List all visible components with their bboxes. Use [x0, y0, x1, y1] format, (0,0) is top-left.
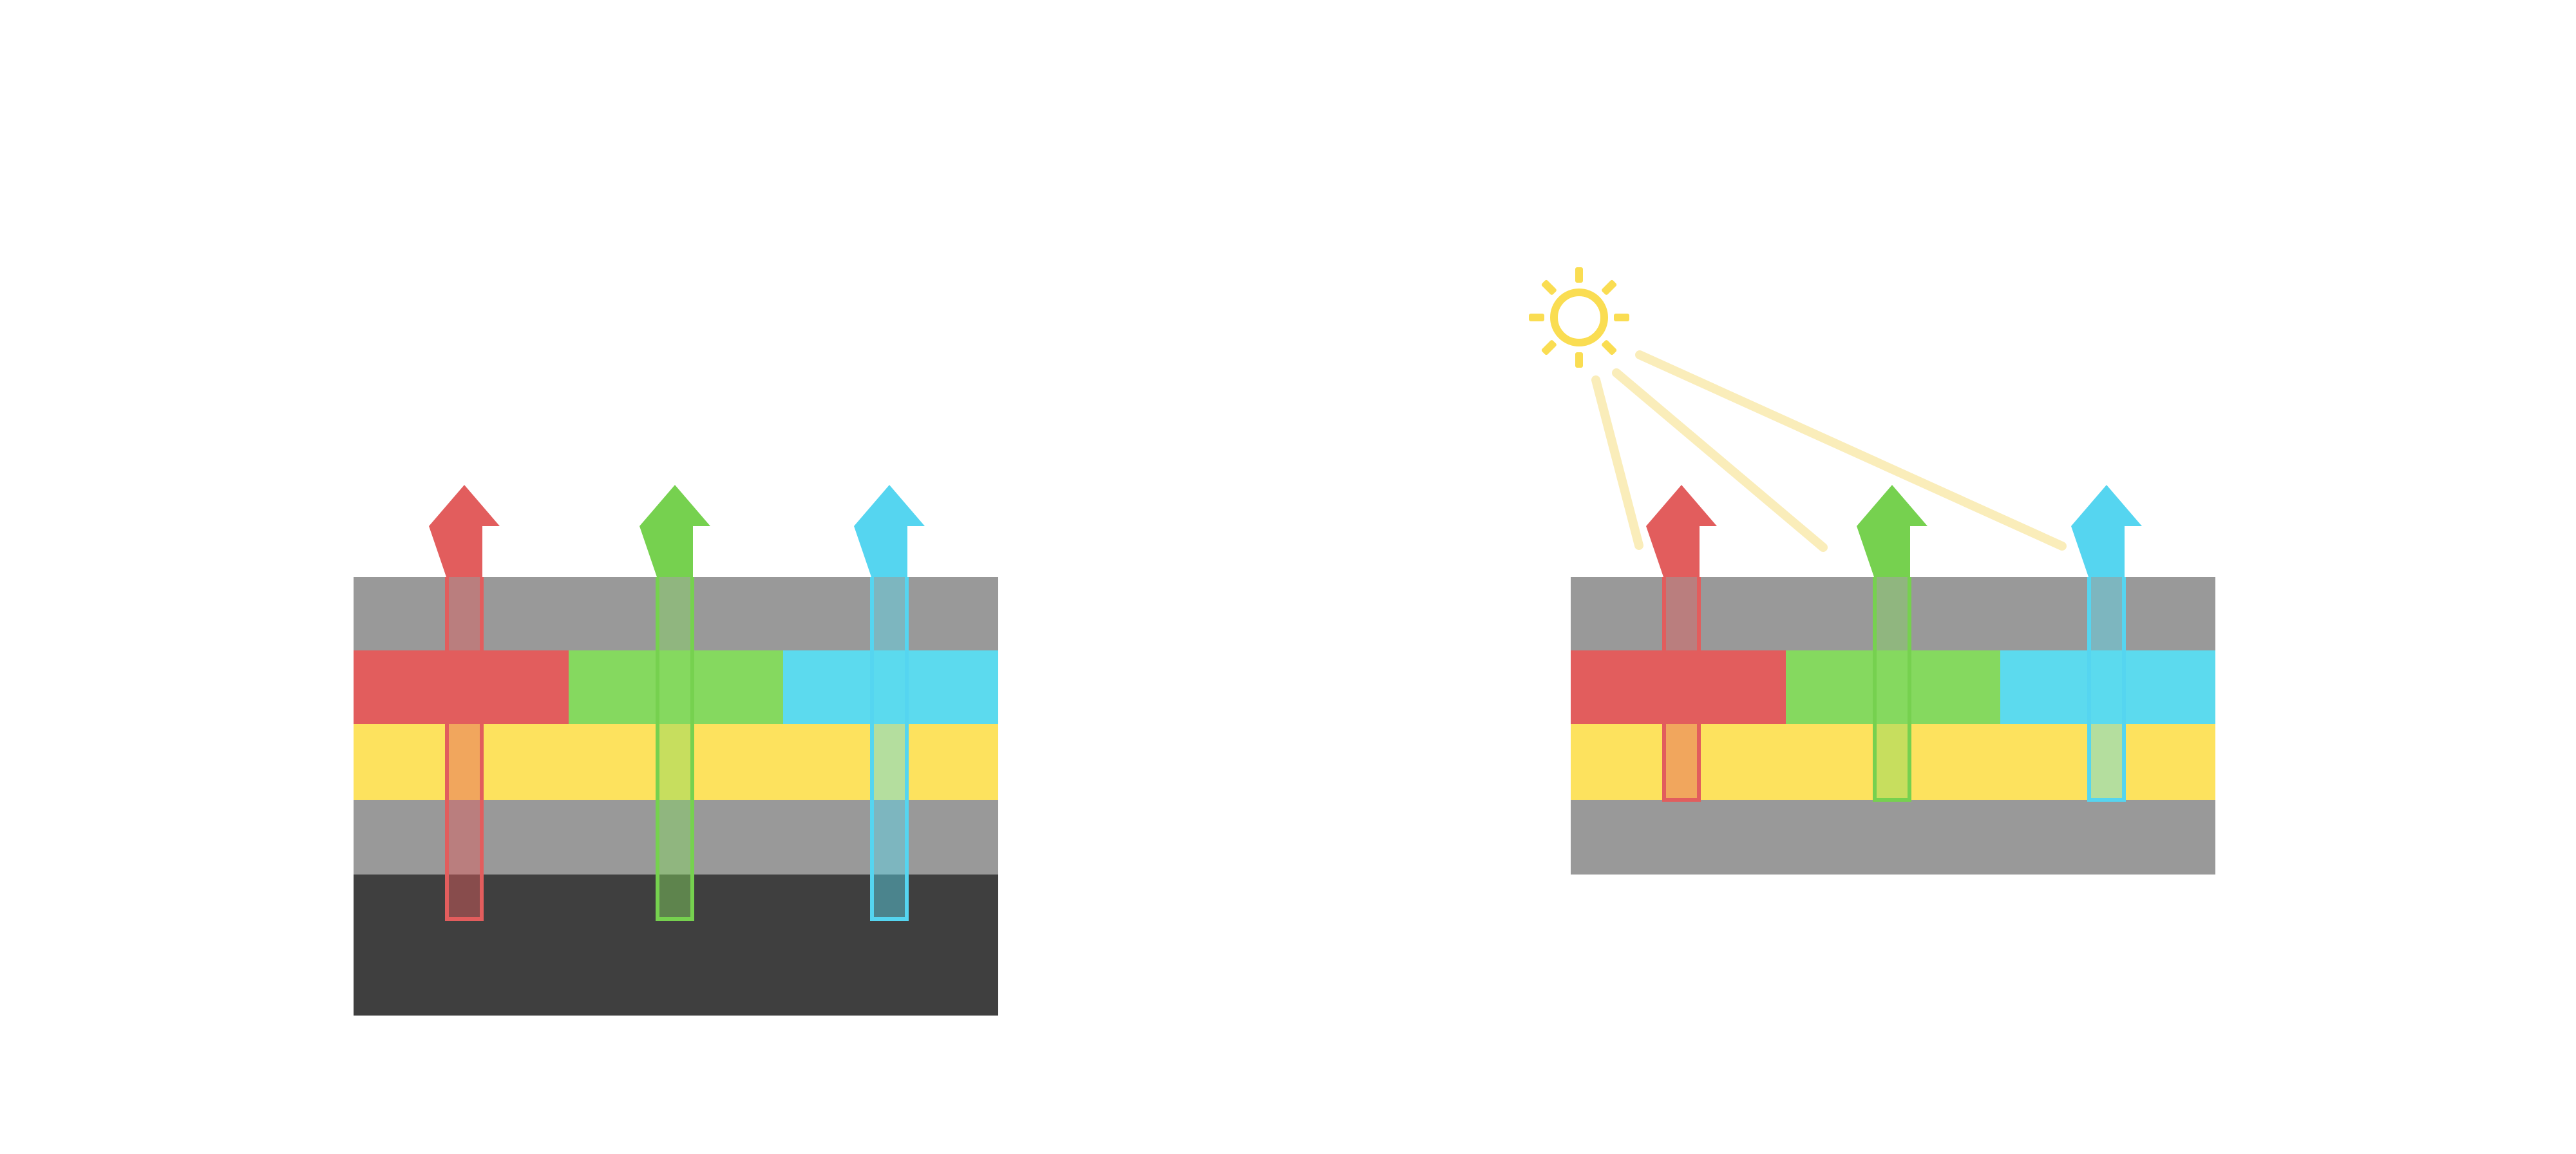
reflective-display-red-light-arrow-shaft-outline [1662, 577, 1701, 802]
backlit-display-red-subpixel [354, 650, 569, 724]
sun-ray-icon [1529, 314, 1544, 321]
sun-ray-icon [1602, 340, 1617, 355]
backlit-display-blue-subpixel [783, 650, 998, 724]
backlit-display-green-subpixel [569, 650, 783, 724]
reflective-display-red-subpixel [1571, 650, 1786, 724]
backlit-display-red-light-arrow-shaft-overlay [447, 577, 482, 919]
reflective-display-blue-light-arrow-icon [2071, 485, 2142, 577]
backlit-display-red-light-arrow-icon [429, 485, 500, 577]
sun-ray-icon [1614, 314, 1629, 321]
reflective-display-green-light-arrow-icon [1857, 485, 1927, 577]
sun-beam-3 [1635, 350, 2067, 551]
reflective-display-bottom-glass-layer [1571, 800, 2215, 875]
reflective-display-top-glass-layer [1571, 577, 2215, 650]
sun-ray-icon [1575, 352, 1583, 368]
reflective-display-yellow-layer-layer [1571, 724, 2215, 800]
backlit-display-blue-light-arrow-icon [854, 485, 925, 577]
reflective-display-blue-subpixel [2000, 650, 2215, 724]
backlit-display-backlight-layer [354, 875, 998, 1016]
reflective-display-red-light-arrow-icon [1646, 485, 1717, 577]
backlit-display-blue-light-arrow-shaft-overlay [872, 577, 907, 919]
backlit-display-yellow-layer-layer [354, 724, 998, 800]
backlit-display-green-light-arrow-shaft-overlay [658, 577, 692, 919]
reflective-display-green-subpixel [1786, 650, 2000, 724]
sun-ray-icon [1541, 279, 1557, 295]
sun-ray-icon [1602, 279, 1617, 295]
reflective-display-stack [1571, 577, 2215, 875]
reflective-display-green-light-arrow-shaft-overlay [1875, 577, 1909, 800]
backlit-display-top-glass-layer [354, 577, 998, 650]
backlit-display-green-light-arrow-icon [639, 485, 710, 577]
reflective-display-green-light-arrow-shaft-outline [1873, 577, 1911, 802]
backlit-display-red-light-arrow-shaft-outline [445, 577, 484, 921]
sun-ray-icon [1541, 340, 1557, 355]
reflective-display-blue-light-arrow-shaft-outline [2087, 577, 2126, 802]
sun-beam-2 [1612, 368, 1828, 552]
sun-ray-icon [1575, 267, 1583, 283]
reflective-display-red-light-arrow-shaft-overlay [1664, 577, 1699, 800]
sun-icon [1550, 288, 1608, 346]
backlit-display-bottom-glass-layer [354, 800, 998, 875]
backlit-display-stack [354, 577, 998, 1016]
reflective-display-blue-light-arrow-shaft-overlay [2089, 577, 2124, 800]
sun-beam-1 [1591, 375, 1643, 550]
backlit-display-blue-light-arrow-shaft-outline [870, 577, 909, 921]
backlit-display-green-light-arrow-shaft-outline [656, 577, 694, 921]
